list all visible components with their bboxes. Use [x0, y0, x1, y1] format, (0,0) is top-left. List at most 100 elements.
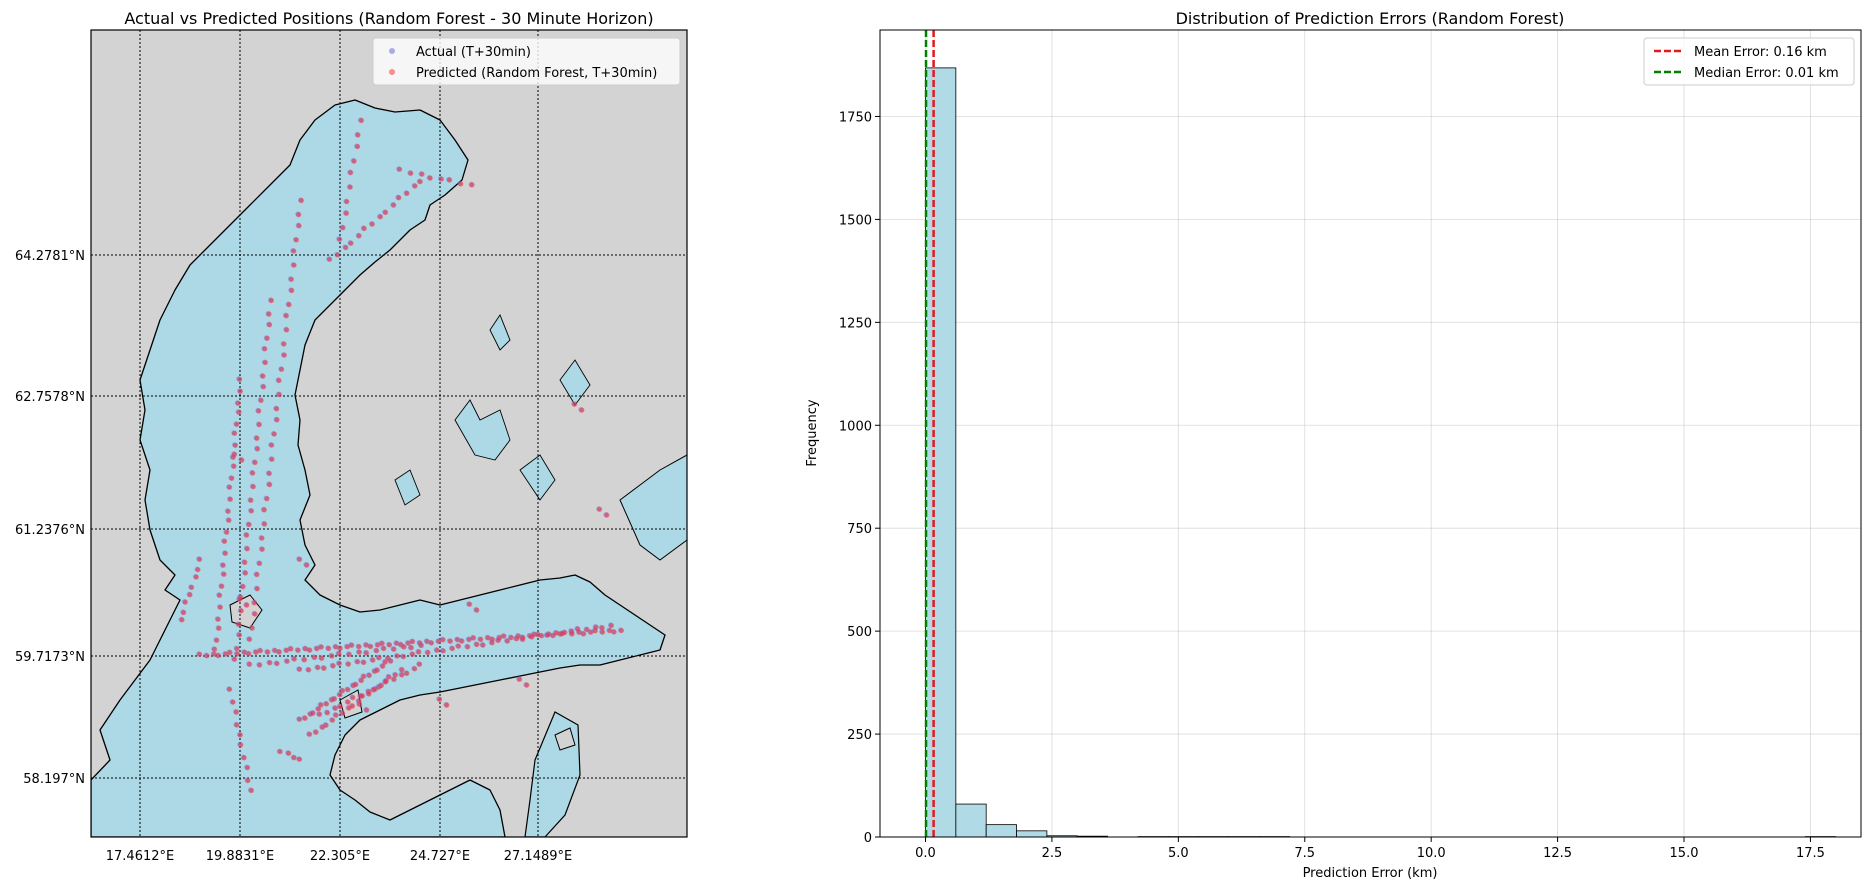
- predicted-point: [553, 630, 559, 636]
- predicted-point: [248, 787, 254, 794]
- predicted-point: [618, 627, 625, 634]
- predicted-point: [572, 401, 578, 407]
- predicted-point: [291, 262, 297, 268]
- y-axis-label: Frequency: [805, 399, 820, 466]
- predicted-point: [254, 435, 260, 441]
- predicted-point: [455, 643, 462, 649]
- x-tick-label: 2.5: [1042, 846, 1063, 861]
- predicted-point: [374, 667, 380, 673]
- predicted-point: [237, 732, 243, 738]
- lat-tick-labels: 64.2781°N 62.7578°N 61.2376°N 59.7173°N …: [15, 249, 85, 787]
- predicted-point: [296, 212, 302, 218]
- lat-tick-label: 62.7578°N: [15, 390, 85, 405]
- predicted-point: [222, 550, 228, 556]
- predicted-point: [204, 653, 210, 659]
- predicted-point: [361, 673, 367, 680]
- predicted-point: [447, 177, 453, 183]
- predicted-point: [276, 392, 282, 398]
- predicted-point: [230, 699, 236, 705]
- predicted-point: [274, 660, 280, 667]
- predicted-point: [313, 729, 319, 735]
- predicted-point: [383, 678, 389, 684]
- predicted-point: [286, 302, 292, 308]
- predicted-point: [293, 237, 299, 243]
- predicted-point: [438, 176, 444, 182]
- predicted-point: [222, 538, 228, 544]
- predicted-point: [399, 667, 405, 673]
- predicted-point: [330, 663, 336, 669]
- lon-tick-label: 22.305°E: [310, 849, 370, 864]
- predicted-point: [337, 236, 343, 242]
- predicted-point: [427, 175, 433, 181]
- predicted-point: [276, 377, 282, 384]
- predicted-point: [437, 696, 443, 702]
- predicted-point: [345, 699, 351, 705]
- predicted-point: [386, 674, 392, 680]
- predicted-point: [356, 649, 362, 655]
- predicted-point: [267, 660, 273, 666]
- predicted-point: [394, 653, 400, 659]
- predicted-point: [197, 556, 203, 562]
- predicted-point: [345, 687, 351, 693]
- predicted-point: [332, 705, 338, 711]
- predicted-point: [417, 179, 423, 185]
- predicted-point: [467, 601, 473, 607]
- predicted-point: [374, 648, 380, 654]
- predicted-point: [382, 209, 389, 216]
- predicted-point: [187, 592, 193, 598]
- predicted-point: [318, 702, 324, 708]
- histogram-grid: [880, 30, 1861, 838]
- predicted-point: [391, 646, 397, 652]
- y-tick-label: 1500: [839, 213, 872, 228]
- predicted-point: [535, 632, 541, 638]
- predicted-point: [234, 651, 240, 657]
- predicted-point: [358, 677, 364, 684]
- predicted-point: [195, 567, 201, 573]
- predicted-point: [220, 562, 226, 568]
- predicted-point: [267, 482, 273, 488]
- predicted-point: [478, 636, 484, 643]
- predicted-point: [250, 470, 256, 476]
- predicted-point: [259, 546, 265, 552]
- predicted-point: [268, 297, 274, 304]
- predicted-point: [262, 359, 268, 366]
- predicted-point: [321, 665, 327, 671]
- predicted-point: [310, 710, 316, 716]
- predicted-point: [284, 327, 290, 333]
- predicted-point: [378, 682, 384, 689]
- predicted-point: [369, 221, 375, 227]
- predicted-point: [597, 506, 603, 512]
- predicted-point: [249, 625, 255, 631]
- predicted-point: [410, 651, 416, 657]
- predicted-point: [370, 687, 377, 693]
- predicted-point: [295, 647, 301, 653]
- predicted-point: [227, 649, 233, 656]
- lon-tick-labels: 17.4612°E 19.8831°E 22.305°E 24.727°E 27…: [106, 849, 572, 864]
- predicted-point: [412, 183, 418, 189]
- predicted-point: [306, 667, 312, 673]
- predicted-point: [419, 171, 425, 177]
- predicted-point: [264, 496, 270, 502]
- predicted-point: [244, 765, 251, 771]
- histogram-bar: [925, 67, 957, 837]
- lon-tick-label: 24.727°E: [410, 849, 470, 864]
- predicted-point: [266, 470, 272, 477]
- lon-tick-label: 19.8831°E: [206, 849, 274, 864]
- legend-actual-label: Actual (T+30min): [416, 45, 531, 60]
- predicted-point: [271, 431, 277, 437]
- predicted-point: [265, 649, 271, 655]
- x-ticks: 0.0 2.5 5.0 7.5 10.0 12.5 15.0 17.5: [915, 837, 1825, 861]
- predicted-point: [252, 611, 258, 617]
- predicted-point: [234, 646, 240, 652]
- predicted-point: [289, 287, 295, 294]
- predicted-point: [358, 117, 364, 124]
- predicted-point: [412, 666, 418, 672]
- predicted-point: [233, 709, 240, 715]
- predicted-point: [232, 656, 238, 662]
- predicted-point: [474, 607, 480, 613]
- predicted-point: [353, 681, 359, 688]
- predicted-point: [279, 366, 285, 372]
- predicted-point: [349, 642, 355, 648]
- predicted-point: [227, 686, 233, 692]
- predicted-point: [244, 546, 250, 552]
